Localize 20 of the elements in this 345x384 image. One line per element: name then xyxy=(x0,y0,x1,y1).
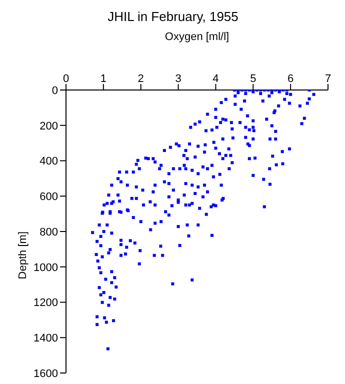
chart-title: JHIL in February, 1955 xyxy=(106,8,240,26)
x-tick-label: 4 xyxy=(212,73,219,85)
x-tick-label: 0 xyxy=(62,73,70,85)
y-tick-label: 0 xyxy=(52,84,58,97)
x-tick-label: 5 xyxy=(250,73,256,85)
x-tick-label: 7 xyxy=(324,73,332,85)
x-tick-label: 3 xyxy=(175,73,182,85)
y-tick-label: 1000 xyxy=(34,262,58,274)
y-tick-label: 800 xyxy=(40,226,58,238)
y-tick-label: 1400 xyxy=(34,332,58,345)
y-tick-label: 1600 xyxy=(34,368,58,380)
y-tick-label: 200 xyxy=(40,120,58,132)
x-axis-title: Oxygen [ml/l] xyxy=(164,30,230,43)
y-tick-label: 400 xyxy=(40,156,58,168)
y-axis-title: Depth [m] xyxy=(16,232,29,280)
x-tick-label: 6 xyxy=(288,73,294,85)
x-tick-label: 1 xyxy=(100,73,106,85)
x-tick-label: 2 xyxy=(138,73,144,85)
y-tick-label: 1200 xyxy=(34,297,58,310)
y-tick-label: 600 xyxy=(40,191,58,204)
